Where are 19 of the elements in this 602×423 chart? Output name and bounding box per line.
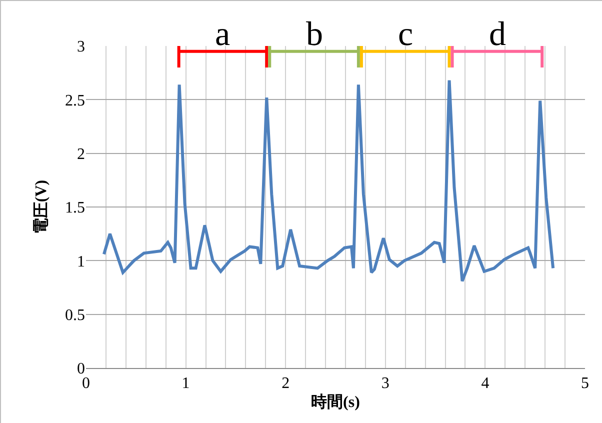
x-tick-label: 2 [282,375,290,392]
y-tick-label: 1 [77,253,85,270]
series-label: d [489,16,506,53]
x-tick-label: 5 [581,375,589,392]
x-axis-title: 時間(s) [311,392,360,411]
series-label: c [398,16,414,53]
y-tick-label: 3 [77,38,85,56]
x-tick-label: 3 [381,375,390,392]
y-tick-label: 0.5 [65,306,85,324]
series-label: a [215,16,230,53]
x-tick-label: 4 [481,375,490,392]
y-tick-label: 2 [77,146,85,163]
y-tick-label: 1.5 [65,200,85,217]
series-label: b [306,16,323,53]
y-tick-label: 2.5 [65,92,85,110]
x-tick-label: 1 [182,375,190,392]
y-tick-label: 0 [77,360,85,378]
line-series [102,78,555,283]
y-axis-title: 電圧(V) [32,180,50,234]
